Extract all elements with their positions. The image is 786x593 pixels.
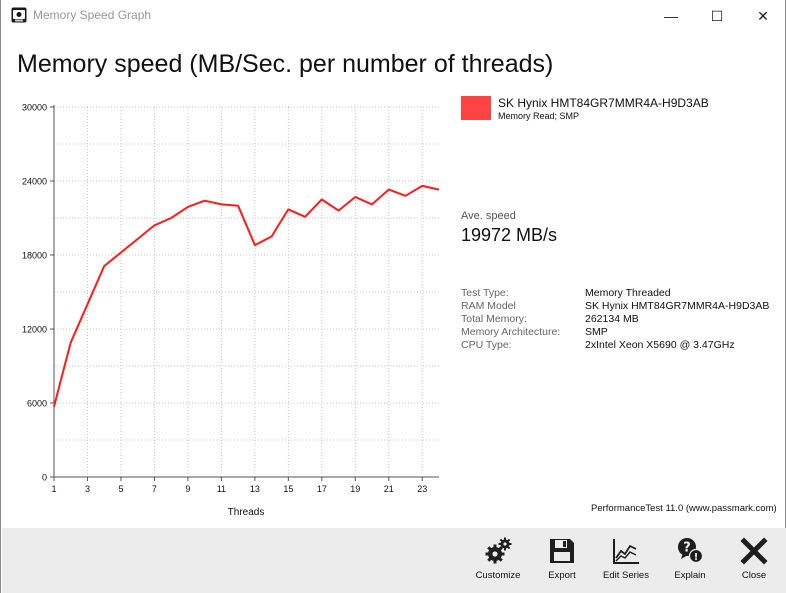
- export-button[interactable]: Export: [534, 536, 590, 590]
- y-tick-label: 24000: [22, 177, 47, 187]
- close-x-icon: [740, 537, 768, 565]
- maximize-button[interactable]: ☐: [694, 0, 740, 32]
- line-chart-icon: [613, 539, 639, 564]
- credit-text: PerformanceTest 11.0 (www.passmark.com): [591, 503, 777, 514]
- x-tick-label: 23: [417, 484, 427, 494]
- info-label: Memory Architecture:: [461, 326, 561, 338]
- minimize-icon: —: [664, 8, 678, 24]
- info-label: RAM Model: [461, 300, 516, 312]
- legend-series-name: SK Hynix HMT84GR7MMR4A-H9D3AB: [498, 96, 709, 110]
- x-axis-label: Threads: [228, 507, 265, 518]
- average-speed-value: 19972 MB/s: [461, 225, 558, 245]
- info-value: SMP: [585, 326, 608, 338]
- edit-series-button[interactable]: Edit Series: [598, 536, 654, 590]
- series-line: [53, 184, 440, 407]
- info-value: 2xIntel Xeon X5690 @ 3.47GHz: [585, 339, 735, 351]
- y-tick-label: 12000: [22, 325, 47, 335]
- close-button[interactable]: Close: [726, 536, 782, 590]
- x-tick-label: 19: [350, 484, 360, 494]
- memory-speed-chart: 0 6000 12000 18000 24000 30000 1 3 5 7 9 11 13 15 17 19…: [1, 90, 451, 520]
- y-tick-label: 30000: [22, 103, 47, 113]
- x-tick-label: 7: [152, 484, 157, 494]
- floppy-disk-icon: [550, 539, 574, 563]
- info-label: Test Type:: [461, 287, 509, 299]
- svg-text:!: !: [694, 552, 699, 563]
- bottom-toolbar: Customize Export Edit Series ?: [2, 528, 786, 593]
- help-question-icon: ? !: [678, 538, 704, 564]
- close-icon: ✕: [757, 7, 769, 24]
- customize-button[interactable]: Customize: [470, 536, 526, 590]
- legend-series-subtitle: Memory Read; SMP: [498, 111, 580, 121]
- x-tick-label: 17: [317, 484, 327, 494]
- x-tick-label: 9: [185, 484, 190, 494]
- window-close-button[interactable]: ✕: [740, 0, 786, 32]
- x-tick-label: 11: [217, 484, 226, 494]
- x-tick-label: 1: [51, 484, 56, 494]
- title-bar[interactable]: Memory Speed Graph — ☐ ✕: [1, 0, 785, 32]
- export-label: Export: [548, 570, 576, 581]
- edit-series-label: Edit Series: [603, 570, 649, 581]
- x-tick-label: 15: [283, 484, 293, 494]
- chart-grid: [53, 106, 439, 477]
- info-label: CPU Type:: [461, 339, 512, 351]
- customize-label: Customize: [475, 570, 521, 581]
- minimize-button[interactable]: —: [648, 0, 694, 32]
- explain-button[interactable]: ? ! Explain: [662, 536, 718, 590]
- x-tick-label: 13: [250, 484, 260, 494]
- gears-icon: [485, 537, 512, 564]
- maximize-icon: ☐: [710, 7, 724, 24]
- info-value: SK Hynix HMT84GR7MMR4A-H9D3AB: [585, 300, 770, 312]
- passmark-app-icon: [11, 7, 27, 23]
- y-tick-label: 0: [42, 473, 47, 483]
- page-title: Memory speed (MB/Sec. per number of thre…: [17, 50, 554, 78]
- average-speed-label: Ave. speed: [461, 210, 516, 222]
- svg-text:?: ?: [683, 541, 691, 556]
- y-tick-label: 6000: [27, 399, 47, 409]
- x-tick-label: 21: [384, 484, 394, 494]
- y-tick-label: 18000: [22, 251, 47, 261]
- legend-color-swatch: [461, 96, 491, 120]
- x-tick-label: 3: [85, 484, 90, 494]
- info-value: Memory Threaded: [585, 287, 671, 299]
- window-title: Memory Speed Graph: [33, 8, 152, 22]
- info-value: 262134 MB: [585, 313, 639, 325]
- explain-label: Explain: [674, 570, 706, 581]
- close-label: Close: [741, 570, 767, 581]
- chart-series: [53, 184, 440, 407]
- info-label: Total Memory:: [461, 313, 527, 325]
- x-tick-label: 5: [118, 484, 123, 494]
